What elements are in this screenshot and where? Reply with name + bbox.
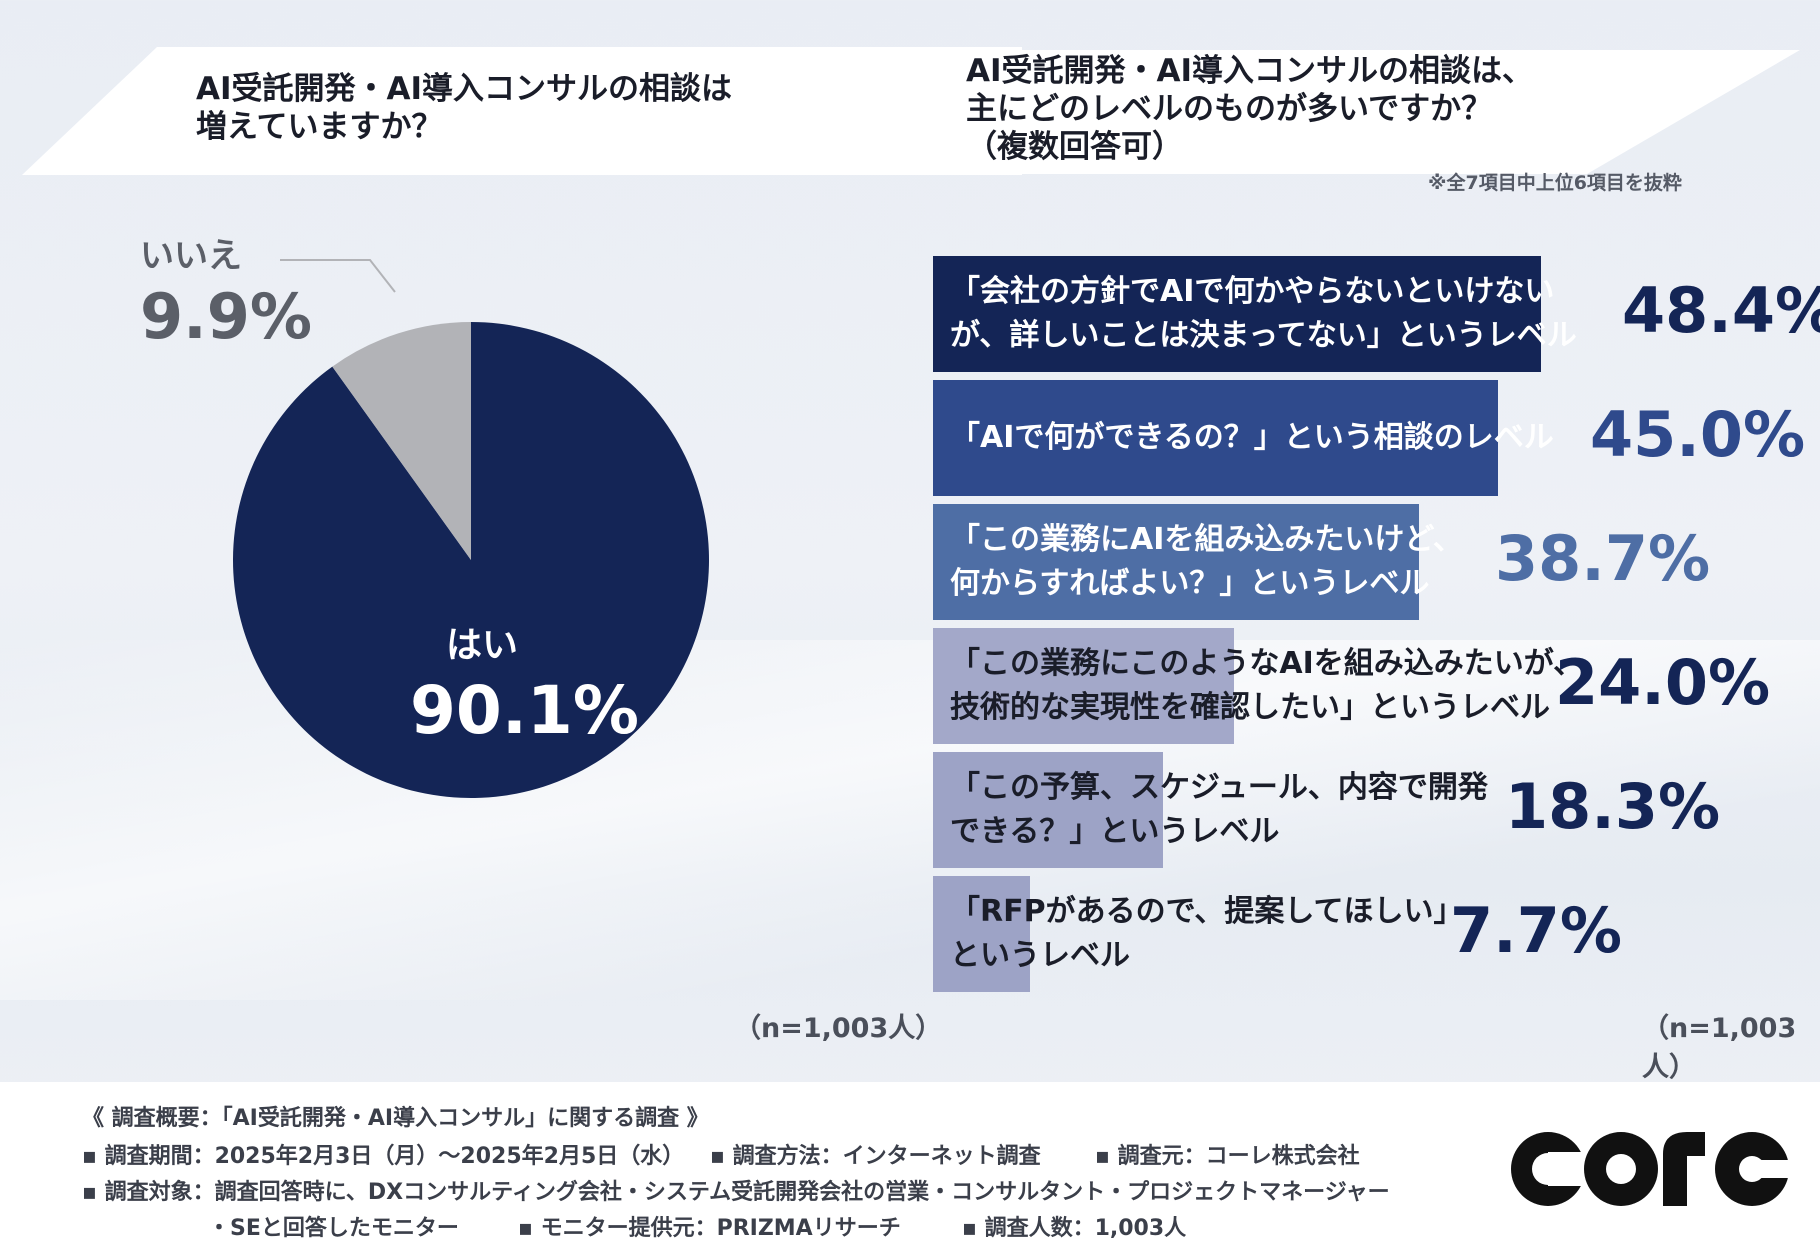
pie-chart	[233, 259, 710, 798]
pie-label-no: いいえ	[140, 236, 242, 276]
right-chart-title: AI受託開発・AI導入コンサルの相談は、 主にどのレベルのものが多いですか？ （…	[966, 53, 1534, 165]
footer-target-continued: ・SEと回答したモニター	[208, 1216, 459, 1241]
left-chart-title: AI受託開発・AI導入コンサルの相談は 増えていますか？	[196, 71, 733, 145]
footer-count: ▪ 調査人数：1,003人	[962, 1216, 1187, 1241]
bar-value-4: 24.0%	[1555, 646, 1771, 719]
left-title-band	[22, 47, 1022, 175]
pie-label-yes: はい	[446, 625, 519, 666]
footer-period: ▪ 調査期間：2025年2月3日（月）～2025年2月5日（水）	[82, 1144, 685, 1169]
bar-1	[933, 256, 1541, 372]
bar-label-6: 「RFPがあるので、提案してほしい」 というレベル	[950, 894, 1464, 973]
pie-slice-no	[332, 322, 471, 560]
bar-value-5: 18.3%	[1505, 770, 1721, 843]
footer-target: ▪ 調査対象：調査回答時に、DXコンサルティング会社・システム受託開発会社の営業…	[82, 1180, 1390, 1205]
no-leader-line	[280, 259, 396, 293]
bar-4	[933, 628, 1235, 744]
bar-label-4: 「この業務にこのようなAIを組み込みたいが、 技術的な実現性を確認したい」という…	[950, 646, 1584, 725]
core-logo	[1511, 1132, 1795, 1206]
bar-6	[933, 876, 1030, 992]
pie-value-yes: 90.1%	[410, 672, 639, 749]
footer-provider: ▪ モニター提供元：PRIZMAリサーチ	[518, 1216, 901, 1241]
bar-value-2: 45.0%	[1590, 398, 1806, 471]
sample-size-left: （n=1,003人）	[734, 1013, 943, 1044]
footer-source: ▪ 調査元：コーレ株式会社	[1095, 1144, 1360, 1169]
bar-3	[933, 504, 1420, 620]
bar-label-5: 「この予算、スケジュール、内容で開発 できる？」というレベル	[950, 770, 1488, 849]
pie-value-no: 9.9%	[140, 280, 312, 353]
footer-heading: 《 調査概要：「AI受託開発・AI導入コンサル」に関する調査 》	[82, 1106, 709, 1131]
pie-slice-yes	[233, 322, 710, 798]
bar-chart: 「会社の方針でAIで何かやらないといけない が、詳しいことは決まってない」という…	[933, 256, 1820, 992]
sample-size-right: （n=1,003人）	[1642, 1013, 1797, 1083]
bar-2	[933, 380, 1499, 496]
bar-value-1: 48.4%	[1622, 274, 1820, 347]
bar-5	[933, 752, 1163, 868]
bar-label-1: 「会社の方針でAIで何かやらないといけない が、詳しいことは決まってない」という…	[950, 274, 1577, 353]
bar-value-3: 38.7%	[1495, 522, 1711, 595]
footer-method: ▪ 調査方法：インターネット調査	[710, 1144, 1041, 1169]
bar-value-6: 7.7%	[1450, 894, 1622, 967]
footnote: ※全7項目中上位6項目を抜粋	[1428, 172, 1682, 194]
bar-label-2: 「AIで何ができるの？」という相談のレベル	[950, 420, 1554, 455]
bar-label-3: 「この業務にAIを組み込みたいけど、 何からすればよい？」というレベル	[950, 522, 1463, 601]
